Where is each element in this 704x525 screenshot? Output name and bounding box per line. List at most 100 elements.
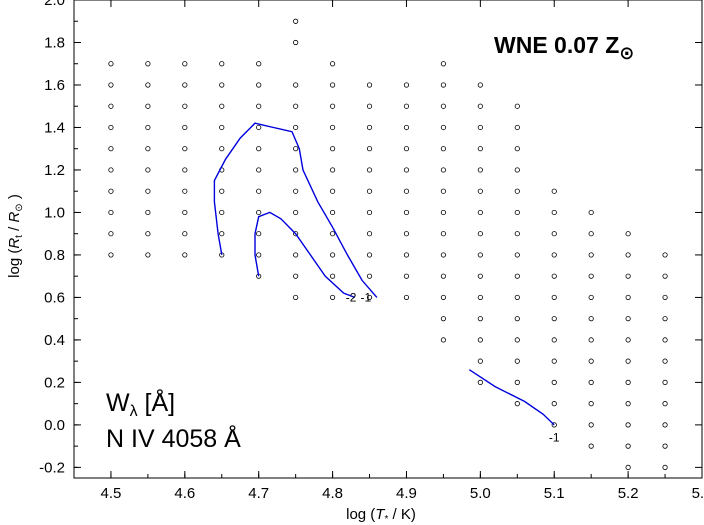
grid-point <box>329 103 336 109</box>
grid-point <box>440 252 447 258</box>
grid-point <box>514 124 520 131</box>
grid-point <box>514 231 520 237</box>
grid-point <box>108 252 114 258</box>
grid-point <box>588 443 594 449</box>
grid-point <box>588 401 594 407</box>
grid-point <box>145 82 151 88</box>
grid-point <box>108 188 114 194</box>
grid-point <box>551 401 557 407</box>
chart-title: WNE 0.07 Z⊙ <box>494 32 634 63</box>
grid-point <box>477 316 483 322</box>
grid-point <box>588 252 594 258</box>
grid-point <box>514 337 520 343</box>
grid-point <box>440 188 447 194</box>
grid-point <box>145 124 151 131</box>
grid-point <box>182 252 188 258</box>
grid-point <box>403 82 410 88</box>
grid-point <box>588 209 594 216</box>
y-axis-ticks: 2.0 1.8 1.6 1.4 1.2 1.0 0.8 0.6 0.4 0.2 0.0 -0.2 <box>39 0 702 476</box>
grid-point <box>293 188 299 194</box>
grid-point <box>219 188 225 194</box>
y-tick-label: 1.0 <box>44 204 65 221</box>
grid-point <box>440 337 447 343</box>
y-tick-label: 0.6 <box>44 289 65 306</box>
grid-point <box>219 103 225 109</box>
grid-point <box>551 316 557 322</box>
grid-point <box>182 146 188 152</box>
grid-point <box>145 61 151 67</box>
grid-point <box>293 294 299 301</box>
x-axis-ticks: 4.5 4.6 4.7 4.8 4.9 5.0 5.1 5.2 5.3 <box>73 0 704 502</box>
grid-point <box>477 294 483 301</box>
grid-point <box>182 124 188 131</box>
grid-point <box>514 103 520 109</box>
grid-point <box>182 231 188 237</box>
grid-point <box>256 209 262 216</box>
grid-point <box>366 273 373 279</box>
grid-point <box>329 167 336 173</box>
grid-point <box>256 146 262 152</box>
grid-point <box>256 231 262 237</box>
y-tick-label: 1.6 <box>44 77 65 94</box>
contour-label: -1 <box>549 431 560 445</box>
grid-point <box>293 167 299 173</box>
grid-point <box>440 273 447 279</box>
grid-point <box>329 188 336 194</box>
grid-point <box>440 316 447 322</box>
grid-point <box>256 167 262 173</box>
grid-point <box>551 273 557 279</box>
grid-point <box>514 379 520 385</box>
grid-point <box>625 443 631 449</box>
grid-point <box>145 188 151 194</box>
grid-point <box>366 294 373 301</box>
contour-line <box>254 211 356 299</box>
grid-point <box>477 379 483 385</box>
grid-point <box>551 379 557 385</box>
grid-point <box>588 316 594 322</box>
y-tick-label: 1.4 <box>44 119 65 136</box>
grid-point <box>182 103 188 109</box>
y-tick-label: 1.2 <box>44 162 65 179</box>
grid-point <box>625 231 631 237</box>
grid-point <box>403 209 410 216</box>
x-tick-label: 4.9 <box>396 485 417 502</box>
grid-point <box>108 146 114 152</box>
grid-point <box>514 358 520 364</box>
y-tick-label: 0.2 <box>44 374 65 391</box>
grid-point <box>551 294 557 301</box>
x-axis-label: log (T* / K) <box>346 506 416 525</box>
grid-point <box>662 337 668 343</box>
grid-point <box>293 124 299 131</box>
grid-point <box>366 124 373 131</box>
grid-point <box>662 273 668 279</box>
grid-point <box>403 103 410 109</box>
grid-point <box>551 358 557 364</box>
grid-point <box>625 422 631 428</box>
grid-point <box>293 18 299 24</box>
grid-point <box>662 401 668 407</box>
grid-point <box>440 146 447 152</box>
grid-point <box>440 61 447 67</box>
grid-point <box>256 124 262 131</box>
grid-point <box>625 294 631 301</box>
grid-point <box>662 358 668 364</box>
grid-point <box>182 188 188 194</box>
grid-point <box>293 103 299 109</box>
grid-point <box>477 273 483 279</box>
grid-point <box>366 188 373 194</box>
x-tick-label: 4.5 <box>101 485 122 502</box>
grid-point <box>182 167 188 173</box>
grid-point <box>256 61 262 67</box>
x-tick-label: 4.7 <box>248 485 269 502</box>
y-axis-label: log (Rt / R⊙ ) <box>6 194 25 278</box>
grid-point <box>366 252 373 258</box>
x-tick-label: 4.6 <box>174 485 195 502</box>
grid-point <box>662 379 668 385</box>
grid-point <box>182 82 188 88</box>
grid-point <box>108 103 114 109</box>
grid-point <box>588 273 594 279</box>
grid-point <box>588 358 594 364</box>
grid-point <box>329 252 336 258</box>
grid-point <box>477 124 483 131</box>
grid-point <box>293 273 299 279</box>
